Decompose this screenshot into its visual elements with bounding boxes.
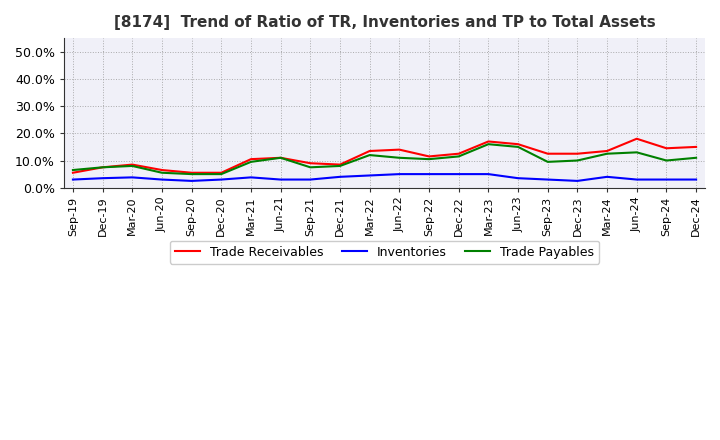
Trade Payables (425, 157, 433, 162)
Trade Receivables (632, 136, 641, 141)
Trade Receivables (68, 170, 77, 176)
Trade Payables (573, 158, 582, 163)
Trade Receivables (573, 151, 582, 156)
Trade Receivables (662, 146, 671, 151)
Inventories (306, 177, 315, 182)
Trade Payables (158, 170, 166, 176)
Trade Receivables (128, 162, 137, 167)
Inventories (425, 172, 433, 177)
Title: [8174]  Trend of Ratio of TR, Inventories and TP to Total Assets: [8174] Trend of Ratio of TR, Inventories… (114, 15, 655, 30)
Trade Payables (306, 165, 315, 170)
Trade Payables (99, 165, 107, 170)
Inventories (158, 177, 166, 182)
Trade Receivables (603, 148, 611, 154)
Trade Payables (128, 163, 137, 169)
Inventories (603, 174, 611, 180)
Trade Payables (276, 155, 285, 161)
Inventories (128, 175, 137, 180)
Inventories (187, 178, 196, 183)
Inventories (454, 172, 463, 177)
Inventories (692, 177, 701, 182)
Trade Receivables (514, 142, 523, 147)
Legend: Trade Receivables, Inventories, Trade Payables: Trade Receivables, Inventories, Trade Pa… (170, 241, 600, 264)
Trade Payables (514, 144, 523, 150)
Trade Receivables (306, 161, 315, 166)
Trade Payables (68, 167, 77, 172)
Trade Payables (632, 150, 641, 155)
Trade Receivables (454, 151, 463, 156)
Inventories (99, 176, 107, 181)
Trade Payables (603, 151, 611, 156)
Inventories (514, 176, 523, 181)
Trade Receivables (99, 165, 107, 170)
Line: Trade Payables: Trade Payables (73, 144, 696, 174)
Inventories (395, 172, 404, 177)
Inventories (484, 172, 492, 177)
Trade Payables (454, 154, 463, 159)
Trade Receivables (365, 148, 374, 154)
Inventories (632, 177, 641, 182)
Trade Payables (336, 163, 344, 169)
Trade Receivables (247, 157, 256, 162)
Inventories (247, 175, 256, 180)
Trade Payables (544, 159, 552, 165)
Inventories (544, 177, 552, 182)
Trade Payables (395, 155, 404, 161)
Line: Trade Receivables: Trade Receivables (73, 139, 696, 173)
Trade Receivables (276, 155, 285, 161)
Inventories (217, 177, 225, 182)
Trade Receivables (484, 139, 492, 144)
Trade Receivables (158, 167, 166, 172)
Trade Payables (692, 155, 701, 161)
Trade Payables (187, 172, 196, 177)
Inventories (365, 173, 374, 178)
Trade Receivables (187, 170, 196, 176)
Trade Receivables (544, 151, 552, 156)
Trade Receivables (217, 170, 225, 176)
Trade Payables (662, 158, 671, 163)
Inventories (68, 177, 77, 182)
Line: Inventories: Inventories (73, 174, 696, 181)
Trade Payables (365, 152, 374, 158)
Inventories (276, 177, 285, 182)
Trade Receivables (692, 144, 701, 150)
Inventories (662, 177, 671, 182)
Trade Receivables (395, 147, 404, 152)
Trade Receivables (425, 154, 433, 159)
Inventories (336, 174, 344, 180)
Trade Payables (484, 142, 492, 147)
Trade Payables (247, 159, 256, 165)
Trade Payables (217, 172, 225, 177)
Inventories (573, 178, 582, 183)
Trade Receivables (336, 162, 344, 167)
